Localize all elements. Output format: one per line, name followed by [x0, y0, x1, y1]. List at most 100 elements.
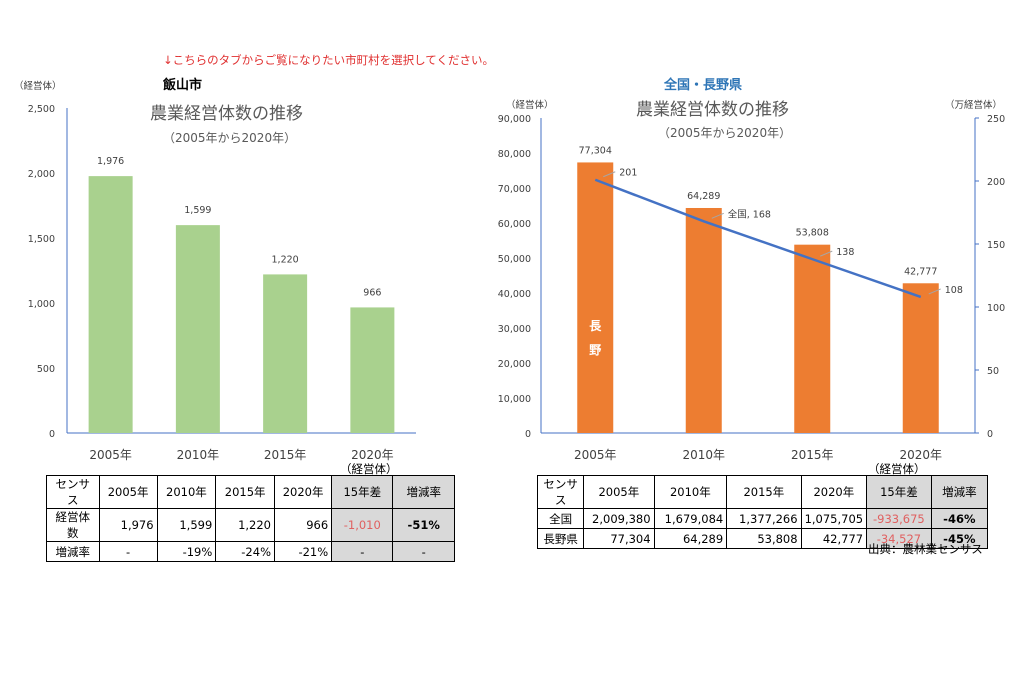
- x-tick-label: 2015年: [791, 448, 834, 462]
- y-tick-label: 70,000: [498, 184, 531, 195]
- y-tick-label: 50,000: [498, 254, 531, 265]
- data-label: 1,220: [272, 254, 299, 265]
- data-label: 966: [363, 287, 381, 298]
- table-cell: -: [98, 541, 158, 562]
- table-cell: 966: [273, 508, 333, 542]
- source-note: 出典：農林業センサス: [868, 542, 983, 556]
- y-tick-label: 30,000: [498, 324, 531, 335]
- line-data-label: 138: [836, 247, 854, 258]
- table-cell: -933,675: [866, 508, 932, 529]
- bar: [175, 225, 220, 433]
- y-axis-label-right: （経営体）: [506, 100, 554, 111]
- y-tick-label: 90,000: [498, 114, 531, 125]
- table-header-cell: センサス: [536, 475, 585, 509]
- y-tick-label: 60,000: [498, 219, 531, 230]
- table-header-cell: 2010年: [156, 475, 217, 509]
- table-cell: 増減率: [46, 541, 100, 562]
- table-cell: 経営体数: [46, 508, 100, 542]
- bar-series-label: 野: [589, 343, 601, 357]
- y-tick-label: 2,500: [28, 104, 55, 115]
- table-cell: 53,808: [726, 528, 802, 549]
- y-tick-label: 1,500: [28, 234, 55, 245]
- table-cell: 2,009,380: [583, 508, 655, 529]
- table-header-cell: 2020年: [800, 475, 868, 509]
- y-tick-label: 40,000: [498, 289, 531, 300]
- data-label: 1,976: [97, 156, 124, 167]
- x-tick-label: 2015年: [264, 448, 307, 462]
- y2-tick-label: 100: [987, 303, 1005, 314]
- table-row: 経営体数 1,976 1,599 1,220 966 -1,010 -51%: [46, 508, 455, 542]
- bar: [685, 207, 722, 433]
- x-tick-label: 2010年: [682, 448, 725, 462]
- y-axis-label-left: （経営体）: [14, 81, 62, 92]
- table-header-cell: 2015年: [726, 475, 802, 509]
- y-tick-label: 20,000: [498, 359, 531, 370]
- table-cell: -46%: [930, 508, 989, 529]
- table-header-cell: 2010年: [653, 475, 728, 509]
- table-cell: 全国: [536, 508, 585, 529]
- y2-axis-label: （万経営体）: [945, 100, 1003, 111]
- x-tick-label: 2010年: [177, 448, 220, 462]
- leader-line: [711, 212, 724, 219]
- table-cell: 64,289: [653, 528, 728, 549]
- line-data-label: 108: [945, 285, 963, 296]
- table-cell: 1,220: [215, 508, 275, 542]
- right-table-unit: （経営体）: [868, 462, 926, 476]
- table-cell: -: [392, 541, 455, 562]
- table-cell: 1,377,266: [726, 508, 802, 529]
- bar: [88, 176, 133, 433]
- chart-heading-iiyama: 飯山市: [163, 78, 203, 93]
- table-cell: 42,777: [800, 528, 868, 549]
- y-tick-label: 0: [525, 429, 531, 440]
- table-cell: 77,304: [583, 528, 655, 549]
- table-row: 全国 2,009,380 1,679,084 1,377,266 1,075,705 -9…: [536, 508, 989, 529]
- data-label: 1,599: [184, 205, 211, 216]
- y-tick-label: 10,000: [498, 394, 531, 405]
- table-row: 増減率 - -19% -24% -21% - -: [46, 541, 455, 562]
- bar: [350, 307, 395, 433]
- table-cell: -24%: [215, 541, 275, 562]
- bar: [577, 162, 614, 433]
- y2-tick-label: 0: [987, 429, 993, 440]
- y-tick-label: 0: [49, 429, 55, 440]
- y2-tick-label: 150: [987, 240, 1005, 251]
- bar: [263, 274, 308, 433]
- table-cell: -: [331, 541, 394, 562]
- table-cell: 1,075,705: [800, 508, 868, 529]
- y-tick-label: 80,000: [498, 149, 531, 160]
- iiyama-table: センサス 2005年 2010年 2015年 2020年 15年差 増減率 経営体数 1,976…: [46, 475, 455, 562]
- x-tick-label: 2005年: [574, 448, 617, 462]
- chart-subtitle-left: （2005年から2020年）: [163, 131, 297, 145]
- table-header-row: センサス 2005年 2010年 2015年 2020年 15年差 増減率: [536, 475, 989, 509]
- chart-heading-national: 全国・長野県: [664, 78, 743, 93]
- bar-data-label: 64,289: [687, 191, 720, 202]
- table-cell: -19%: [156, 541, 217, 562]
- line-data-label: 201: [619, 168, 637, 179]
- line-series-national: [594, 178, 922, 299]
- national-table: センサス 2005年 2010年 2015年 2020年 15年差 増減率 全国 2,009,3…: [536, 475, 989, 549]
- chart-subtitle-right: （2005年から2020年）: [658, 126, 792, 140]
- bar-data-label: 53,808: [796, 228, 829, 239]
- bar-data-label: 42,777: [904, 266, 937, 277]
- table-cell: -34,527: [866, 528, 932, 549]
- table-header-cell: 2005年: [98, 475, 158, 509]
- table-header-cell: 15年差: [331, 475, 394, 509]
- bar-data-label: 77,304: [579, 145, 612, 156]
- table-cell: 1,976: [98, 508, 158, 542]
- table-cell: 1,679,084: [653, 508, 728, 529]
- bar-series-label: 長: [589, 318, 602, 333]
- left-table-unit: （経営体）: [340, 462, 398, 476]
- table-cell: 長野県: [536, 528, 585, 549]
- table-header-cell: 15年差: [866, 475, 932, 509]
- y2-tick-label: 50: [987, 366, 999, 377]
- table-cell: -21%: [273, 541, 333, 562]
- table-cell: 1,599: [156, 508, 217, 542]
- line-data-label: 全国, 168: [728, 208, 771, 220]
- leader-line: [820, 250, 833, 257]
- table-header-cell: 2015年: [215, 475, 275, 509]
- table-header-cell: 増減率: [392, 475, 455, 509]
- leader-line: [603, 171, 616, 178]
